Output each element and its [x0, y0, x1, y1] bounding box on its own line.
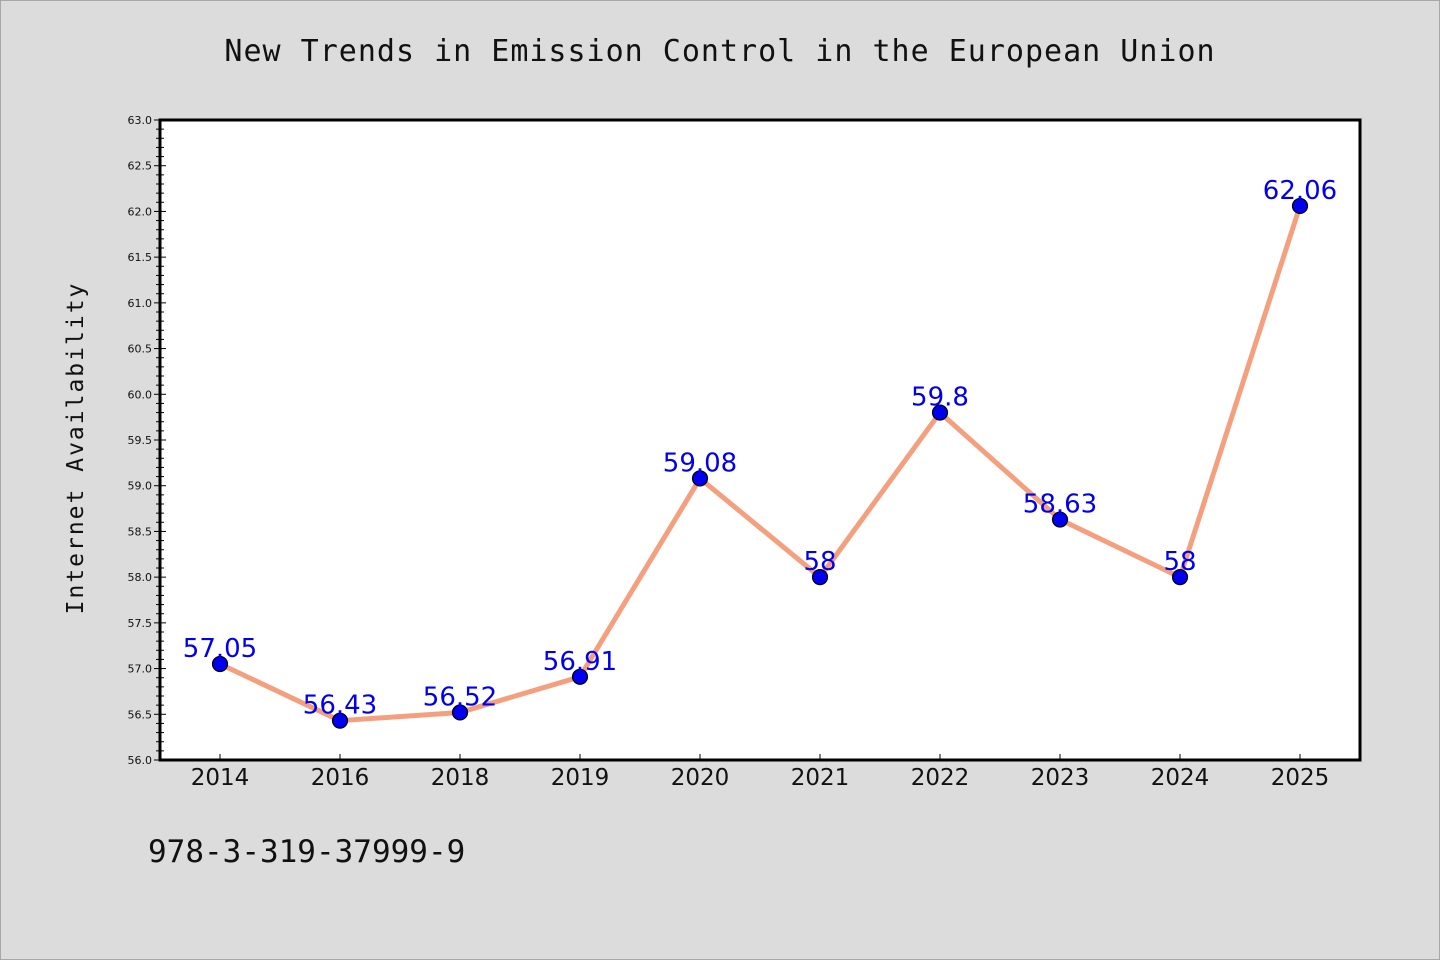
data-label: 56.52 [423, 682, 497, 712]
x-tick-label: 2021 [791, 765, 850, 791]
data-point [1051, 511, 1069, 528]
data-point [691, 470, 709, 487]
y-tick-label: 63.0 [128, 114, 153, 127]
x-tick-label: 2019 [551, 765, 610, 791]
x-tick-label: 2022 [911, 765, 970, 791]
data-point [811, 569, 829, 586]
y-tick-label: 61.0 [128, 297, 153, 310]
y-tick-label: 56.0 [128, 754, 153, 767]
point-markers [211, 197, 1309, 729]
x-tick-label: 2025 [1271, 765, 1330, 791]
data-point [1291, 197, 1309, 215]
y-tick-label: 62.0 [128, 205, 153, 218]
y-tick-label: 62.5 [128, 160, 153, 173]
y-tick-label: 60.0 [128, 388, 153, 401]
x-tick-label: 2023 [1031, 765, 1090, 791]
data-label: 59.8 [911, 383, 969, 413]
y-axis: 56.0 56.5 57.0 57.5 58.0 58.5 59.0 59.5 60.0 60.5… [128, 114, 166, 767]
data-point [571, 668, 589, 685]
plot-area [158, 118, 1362, 762]
point-labels: 57.05 56.43 56.52 56.91 59.08 58 59.8 58.63 58 62… [183, 176, 1337, 721]
y-tick-label: 59.0 [128, 480, 153, 493]
data-point [211, 655, 229, 673]
y-tick-label: 58.5 [128, 525, 153, 538]
data-label: 59.08 [663, 448, 737, 478]
series-line [217, 203, 1303, 724]
chart-title: New Trends in Emission Control in the Eu… [224, 34, 1216, 69]
data-point [1171, 569, 1189, 586]
data-label: 58.63 [1023, 490, 1097, 520]
series-lines [217, 203, 1303, 724]
data-point [331, 712, 349, 729]
data-label: 58 [1163, 547, 1196, 577]
data-point [451, 704, 469, 721]
y-tick-label: 56.5 [128, 708, 153, 721]
data-label: 58 [803, 547, 836, 577]
y-tick-label: 59.5 [128, 434, 153, 447]
x-tick-label: 2020 [671, 765, 730, 791]
x-axis: 2014 2016 2018 2019 2020 2021 2022 2023 2024 2025 [191, 754, 1330, 791]
y-tick-label: 60.5 [128, 343, 153, 356]
footer-isbn: 978-3-319-37999-9 [148, 834, 466, 870]
data-point [931, 404, 949, 421]
x-tick-label: 2014 [191, 765, 250, 791]
y-tick-label: 57.5 [128, 617, 153, 630]
data-label: 62.06 [1263, 176, 1337, 206]
x-tick-label: 2016 [311, 765, 370, 791]
data-label: 57.05 [183, 634, 257, 664]
x-tick-label: 2024 [1151, 765, 1210, 791]
y-tick-label: 61.5 [128, 251, 153, 264]
data-label: 56.43 [303, 691, 377, 721]
data-label: 56.91 [543, 647, 617, 677]
y-tick-label: 57.0 [128, 663, 153, 676]
x-tick-label: 2018 [431, 765, 490, 791]
y-tick-label: 58.0 [128, 571, 153, 584]
